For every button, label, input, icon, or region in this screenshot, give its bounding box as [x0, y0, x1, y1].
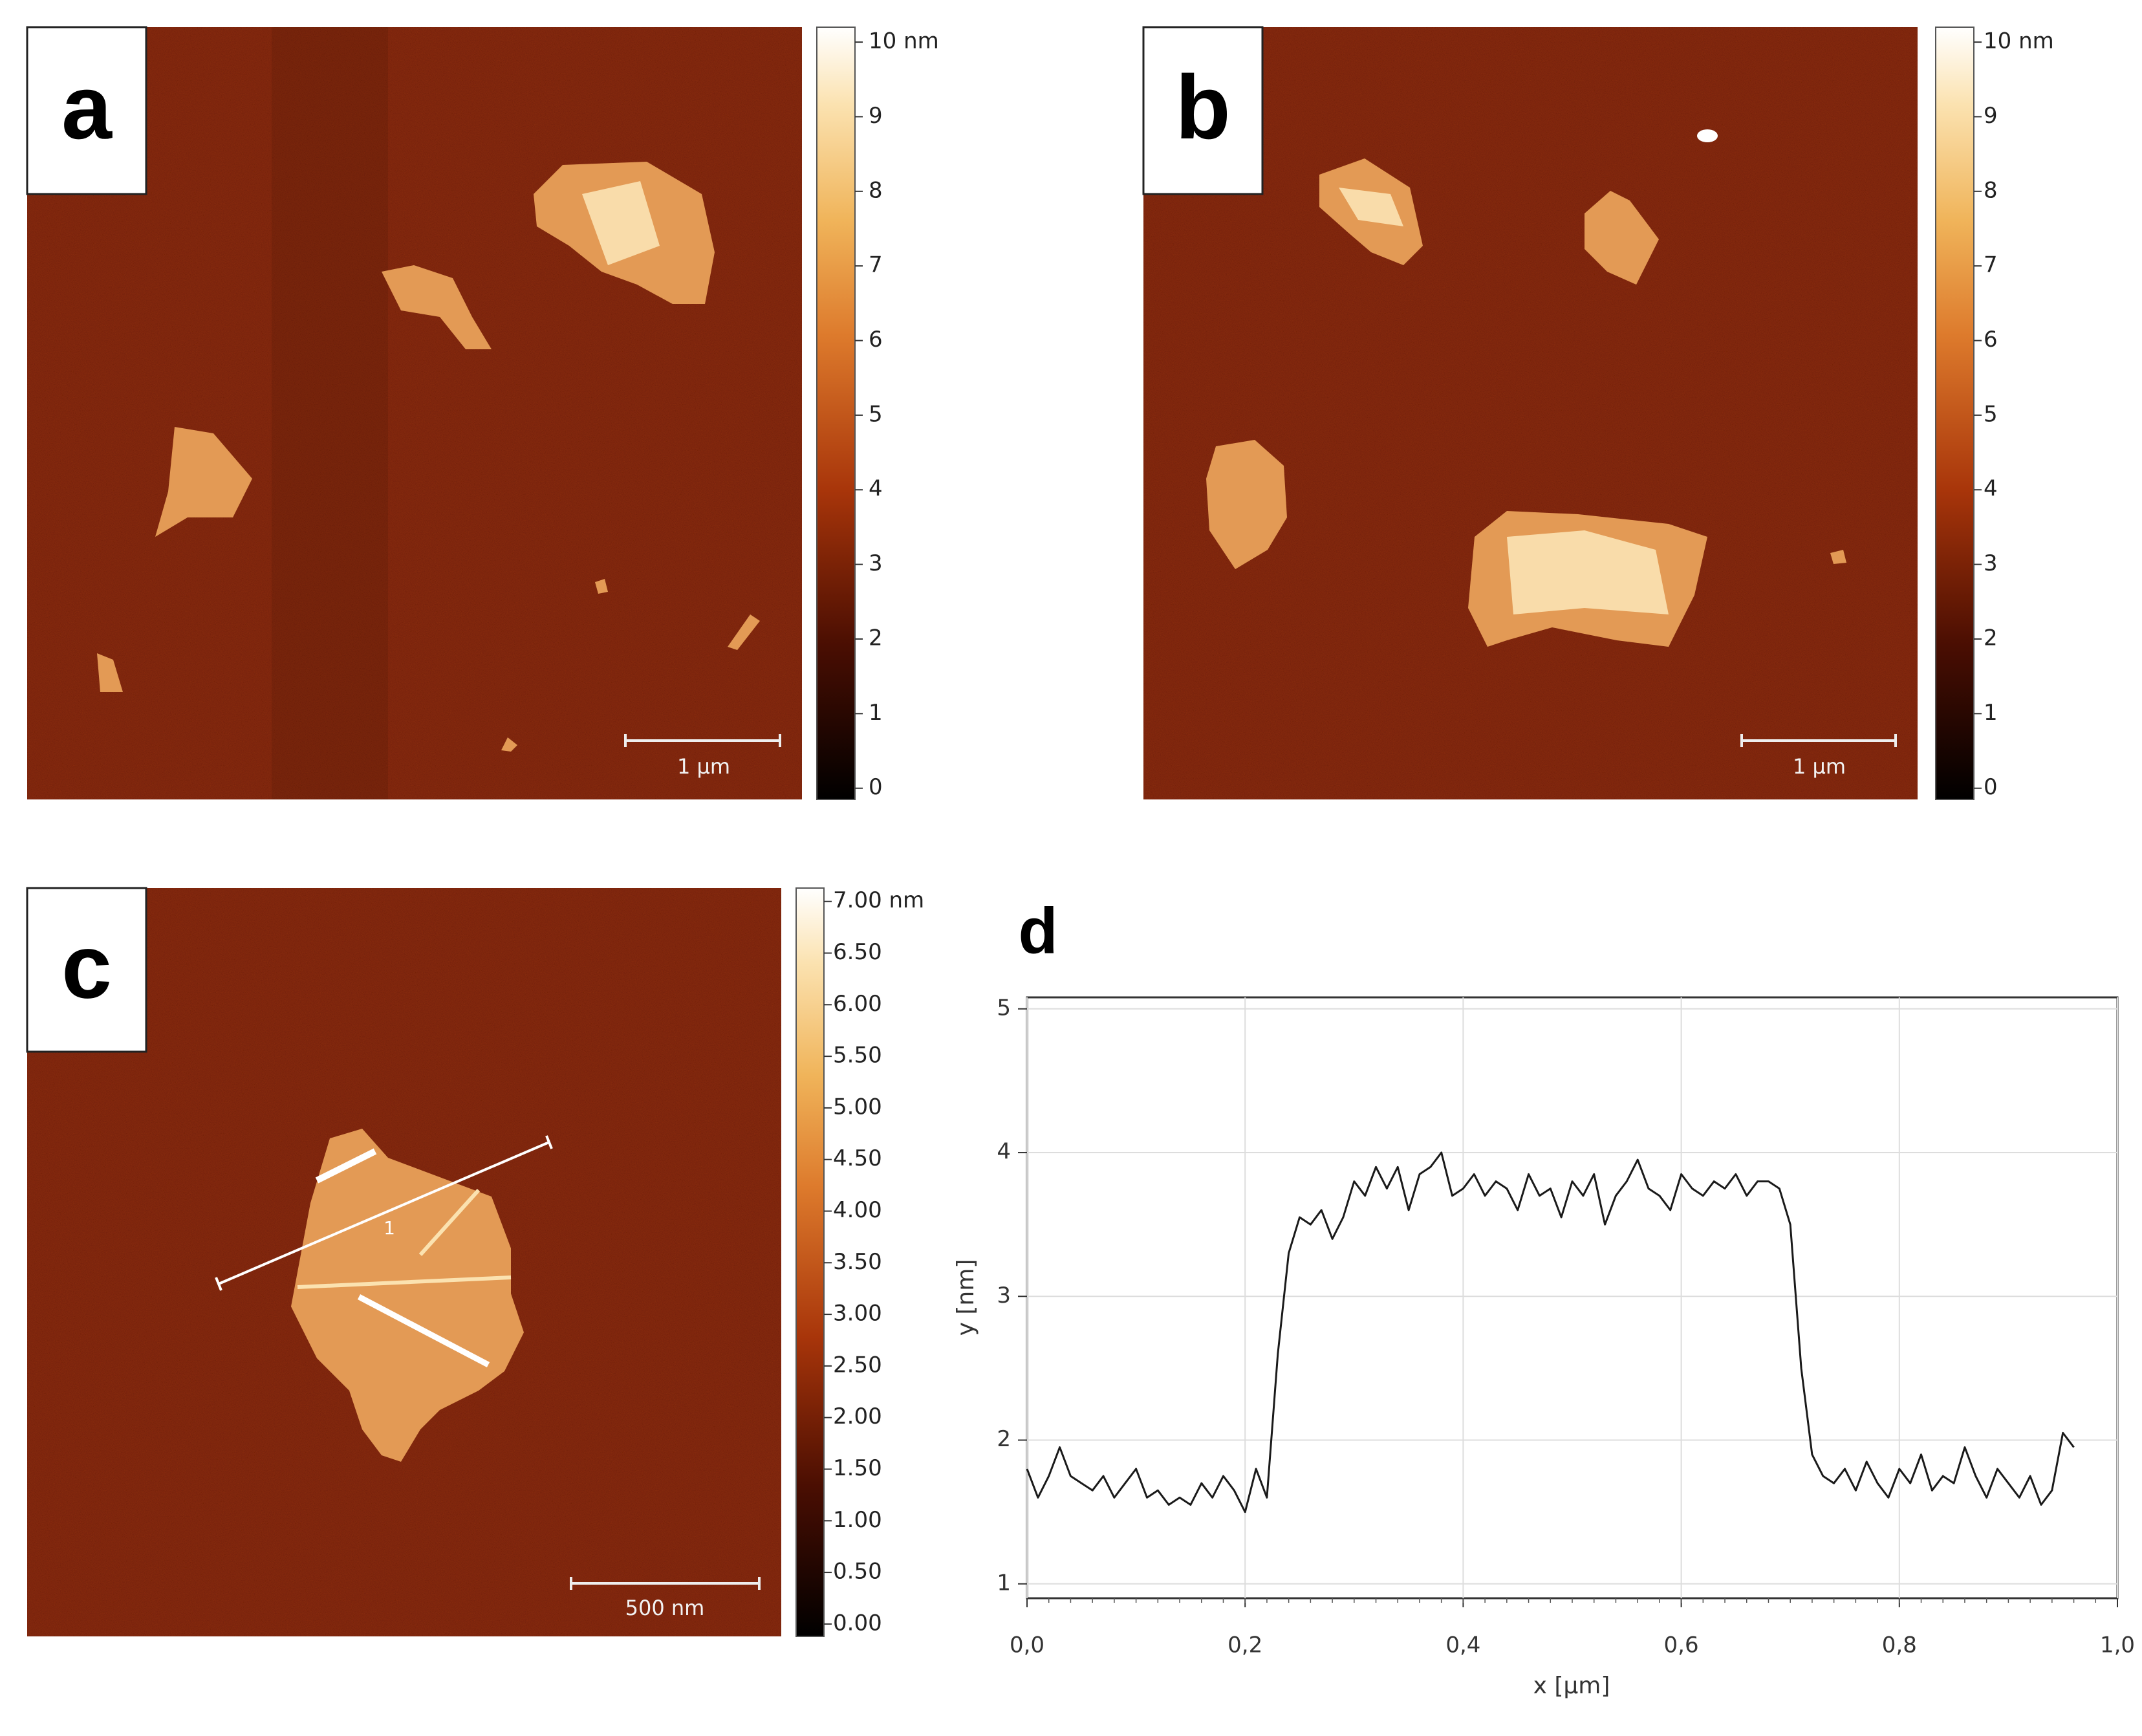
colorbar-tick-label: 0.00	[833, 1610, 882, 1636]
colorbar-tick-label: 1	[1984, 700, 1998, 726]
profile-line	[1026, 1151, 2075, 1514]
colorbar	[816, 27, 856, 800]
x-tick-label: 0,8	[1882, 1633, 1917, 1658]
scale-bar-label: 1 µm	[1793, 754, 1846, 779]
y-axis-label: y [nm]	[953, 1259, 979, 1336]
profile-label: 1	[384, 1217, 395, 1239]
colorbar-tick-label: 6	[869, 327, 883, 353]
panel-label-box	[26, 887, 147, 1053]
colorbar-tick-label: 4	[1984, 476, 1998, 502]
y-tick-label: 4	[997, 1139, 1011, 1165]
colorbar-tick-label: 3.00	[833, 1301, 882, 1327]
x-axis-label: x [µm]	[1533, 1673, 1610, 1699]
colorbar	[795, 887, 825, 1637]
colorbar-tick-label: 1.50	[833, 1455, 882, 1481]
colorbar-tick-label: 10 nm	[869, 28, 939, 54]
colorbar-tick-label: 6	[1984, 327, 1998, 353]
plot-area	[1026, 996, 2119, 1600]
colorbar-tick-label: 3.50	[833, 1249, 882, 1275]
x-tick-label: 0,6	[1664, 1633, 1699, 1658]
panel-label-box	[26, 26, 147, 195]
colorbar-tick-label: 2	[869, 625, 883, 651]
colorbar-tick-label: 6.00	[833, 991, 882, 1017]
y-tick-label: 1	[997, 1570, 1011, 1596]
colorbar-tick-label: 10 nm	[1984, 28, 2054, 54]
flakes	[291, 1129, 524, 1462]
colorbar-tick-label: 8	[869, 177, 883, 203]
colorbar-tick-label: 7.00 nm	[833, 887, 924, 913]
colorbar-tick-label: 8	[1984, 177, 1998, 203]
flakes	[1206, 129, 1846, 647]
panel-label: d	[1018, 895, 1057, 967]
colorbar-tick-label: 7	[1984, 252, 1998, 278]
colorbar-tick-label: 9	[869, 103, 883, 129]
afm-image	[27, 27, 802, 799]
colorbar-tick-label: 7	[869, 252, 883, 278]
y-tick-label: 3	[997, 1283, 1011, 1308]
colorbar-tick-label: 5.50	[833, 1043, 882, 1069]
x-tick-label: 1,0	[2100, 1633, 2135, 1658]
colorbar-tick-label: 2.00	[833, 1404, 882, 1429]
colorbar-tick-label: 3	[1984, 550, 1998, 576]
colorbar-tick-label: 0.50	[833, 1559, 882, 1585]
scale-bar-label: 500 nm	[625, 1596, 705, 1620]
scale-bar-label: 1 µm	[677, 754, 730, 779]
flakes	[97, 162, 760, 752]
colorbar-tick-label: 2	[1984, 625, 1998, 651]
colorbar-tick-label: 4.50	[833, 1145, 882, 1171]
scan-stripe	[272, 27, 388, 799]
panel-label: a	[61, 56, 113, 158]
colorbar-tick-label: 6.50	[833, 939, 882, 965]
colorbar-tick-label: 4	[869, 476, 883, 502]
colorbar	[1935, 27, 1974, 800]
x-tick-label: 0,2	[1228, 1633, 1262, 1658]
profile-line	[215, 1135, 553, 1291]
panel-label: b	[1175, 56, 1231, 158]
colorbar-tick-label: 2.50	[833, 1352, 882, 1378]
colorbar-tick-label: 4.00	[833, 1197, 882, 1223]
panel-label-box	[1142, 26, 1264, 195]
afm-image	[1143, 27, 1918, 799]
colorbar-tick-label: 5	[1984, 401, 1998, 427]
colorbar-tick-label: 3	[869, 550, 883, 576]
colorbar-tick-label: 5	[869, 401, 883, 427]
colorbar-tick-label: 9	[1984, 103, 1998, 129]
panel-label: c	[61, 915, 112, 1017]
y-tick-label: 2	[997, 1426, 1011, 1452]
colorbar-tick-label: 5.00	[833, 1094, 882, 1120]
colorbar-tick-label: 1	[869, 700, 883, 726]
x-tick-label: 0,4	[1445, 1633, 1480, 1658]
x-tick-label: 0,0	[1010, 1633, 1044, 1658]
y-tick-label: 5	[997, 995, 1011, 1021]
colorbar-tick-label: 0	[869, 774, 883, 800]
colorbar-tick-label: 1.00	[833, 1507, 882, 1533]
colorbar-tick-label: 0	[1984, 774, 1998, 800]
